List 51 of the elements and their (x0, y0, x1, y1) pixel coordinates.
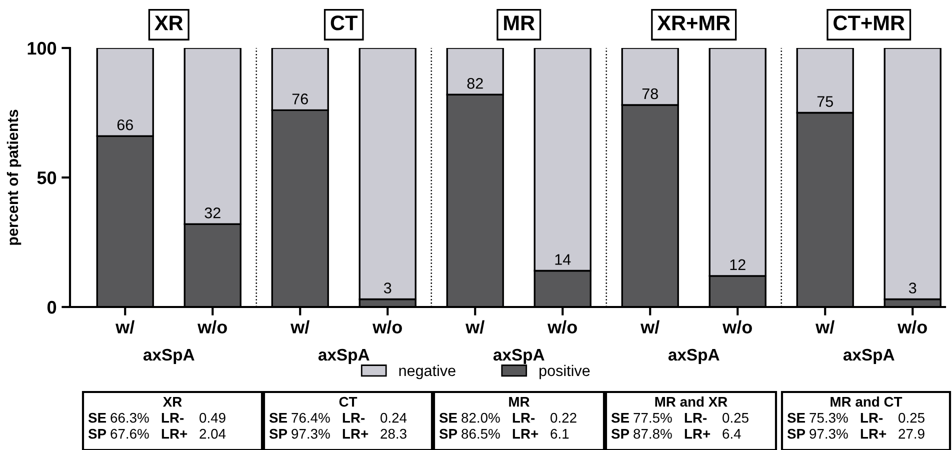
text: CT (330, 16, 358, 30)
x-tick-label: w/ (816, 320, 834, 334)
text: MR and CT (830, 396, 902, 407)
text: XR (162, 397, 182, 407)
y-tick-label: 100 (28, 42, 56, 55)
text: CT+MR (834, 16, 905, 30)
text: SE 76.4% LR- 0.24 (269, 412, 407, 423)
text: MR and XR (655, 396, 728, 407)
text: axSpA (668, 348, 720, 364)
text: SE 77.5% LR- 0.25 (611, 412, 748, 423)
data-label: 3 (384, 282, 392, 294)
text: SE 82.0% LR- 0.22 (439, 412, 576, 423)
data-label: 12 (730, 259, 746, 270)
x-tick-label: w/o (898, 320, 927, 334)
x-tick-label: w/o (372, 320, 402, 334)
data-label: 76 (292, 94, 308, 104)
text: SE 75.3% LR- 0.25 (787, 412, 924, 423)
data-label: 82 (467, 78, 483, 89)
text: axSpA (843, 348, 894, 364)
text: SE 66.3% LR- 0.49 (88, 412, 226, 423)
text: XR+MR (657, 16, 730, 30)
text: SP 97.3% LR+ 28.3 (269, 428, 406, 439)
text: MR (504, 16, 535, 30)
y-tick-label: 0 (47, 300, 56, 314)
text: SP 86.5% LR+ 6.1 (439, 428, 569, 439)
text: axSpA (318, 348, 370, 364)
data-label: 14 (555, 254, 571, 265)
text: axSpA (143, 348, 194, 364)
data-label: 75 (817, 96, 833, 107)
data-label: 3 (908, 282, 916, 294)
text: SP 87.8% LR+ 6.4 (611, 428, 741, 439)
text: MR (509, 397, 530, 407)
x-tick-label: w/ (466, 320, 484, 334)
data-label: 78 (642, 88, 658, 100)
text: CT (339, 396, 358, 407)
data-label: 32 (204, 208, 220, 218)
x-tick-label: w/o (198, 320, 227, 334)
x-tick-label: w/ (116, 320, 134, 334)
text: SP 97.3% LR+ 27.9 (787, 428, 924, 439)
y-tick-label: 50 (37, 171, 56, 184)
x-tick-label: w/ (290, 320, 310, 334)
x-tick-label: w/o (722, 320, 752, 334)
legend-label: negative (399, 364, 456, 380)
text: XR (154, 16, 183, 30)
legend-label: positive (540, 364, 590, 380)
data-label: 66 (117, 119, 133, 130)
y-axis-title: percent of patients (6, 110, 22, 245)
text: SP 67.6% LR+ 2.04 (88, 428, 226, 439)
text: axSpA (493, 348, 544, 364)
x-tick-label: w/ (640, 320, 660, 334)
x-tick-label: w/o (548, 320, 577, 334)
